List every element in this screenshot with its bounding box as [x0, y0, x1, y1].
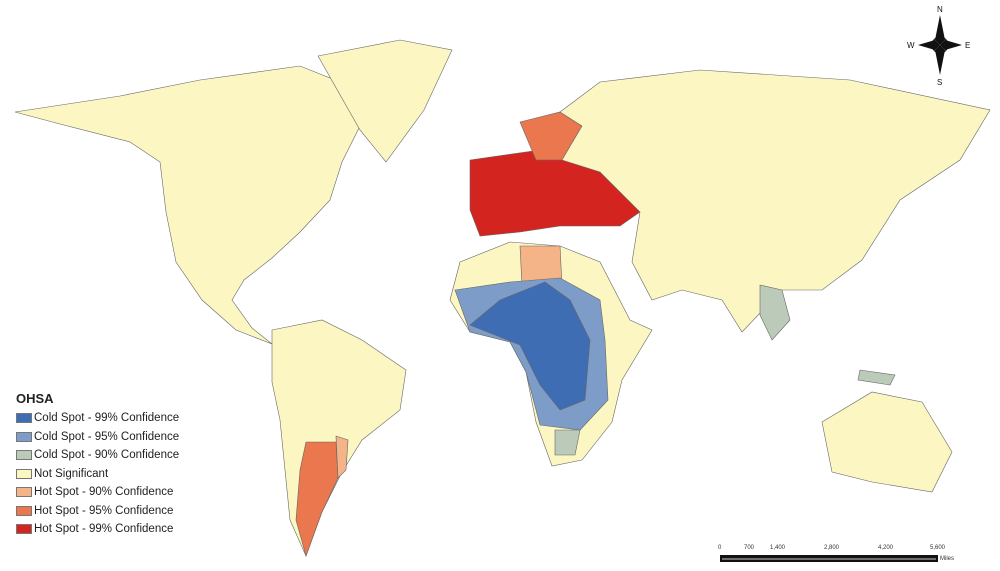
legend-label: Cold Spot - 95% Confidence [34, 430, 180, 443]
southern-africa-cold-spot-90 [554, 429, 581, 456]
argentina-hot-spot [295, 441, 339, 557]
indonesia-cold-spot [857, 369, 896, 386]
legend-item: Cold Spot - 90% Confidence [16, 446, 179, 465]
scale-tick: 700 [744, 545, 755, 551]
legend-label: Not Significant [34, 467, 109, 480]
scale-tick: 2,800 [824, 545, 840, 551]
north-america [14, 65, 363, 345]
uruguay-hot-spot [335, 435, 349, 479]
legend-label: Cold Spot - 90% Confidence [34, 449, 180, 462]
legend-item: Not Significant [16, 465, 179, 484]
legend-title: OHSA [16, 391, 54, 406]
scale-tick: 1,400 [770, 545, 786, 551]
legend-swatch [16, 505, 32, 516]
southeast-asia-cold-spot [759, 284, 791, 341]
australia [821, 391, 953, 493]
scale-tick: 4,200 [878, 545, 894, 551]
legend-swatch [16, 524, 32, 535]
compass-s: S [937, 78, 942, 87]
legend-item: Hot Spot - 95% Confidence [16, 502, 179, 521]
legend-swatch [16, 431, 32, 442]
legend-label: Hot Spot - 95% Confidence [34, 504, 174, 517]
compass-w: W [907, 41, 915, 50]
legend-swatch [16, 468, 32, 479]
legend: OHSA Cold Spot - 99% Confidence Cold Spot… [16, 391, 179, 539]
africa-cold-spot-99 [469, 281, 591, 411]
scale-tick: 5,600 [930, 545, 946, 551]
legend-label: Hot Spot - 90% Confidence [34, 486, 174, 499]
legend-item: Cold Spot - 95% Confidence [16, 428, 179, 447]
compass-icon: N S W E [907, 5, 970, 87]
legend-label: Hot Spot - 99% Confidence [34, 523, 174, 536]
scale-unit: Miles [940, 556, 955, 562]
legend-swatch [16, 487, 32, 498]
greenland [317, 39, 453, 163]
asia [559, 69, 991, 333]
legend-label: Cold Spot - 99% Confidence [34, 412, 180, 425]
scale-tick: 0 [718, 545, 722, 551]
compass-e: E [965, 41, 970, 50]
compass-n: N [937, 5, 943, 14]
legend-item: Hot Spot - 90% Confidence [16, 483, 179, 502]
legend-item: Cold Spot - 99% Confidence [16, 409, 179, 428]
legend-swatch [16, 450, 32, 461]
legend-swatch [16, 413, 32, 424]
legend-item: Hot Spot - 99% Confidence [16, 520, 179, 539]
